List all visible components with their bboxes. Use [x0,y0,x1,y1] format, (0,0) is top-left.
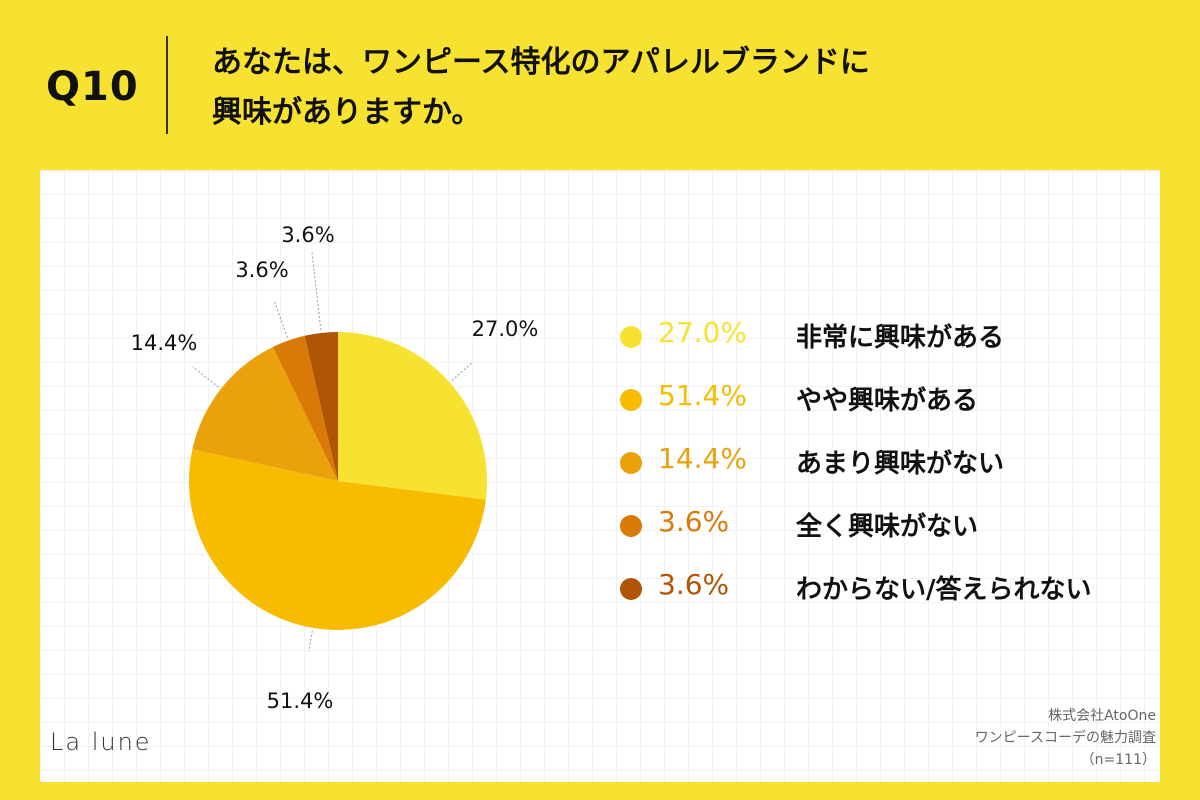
legend-label: 非常に興味がある [796,323,1005,353]
leader-line [274,300,288,338]
legend-label: やや興味がある [796,386,979,416]
pie-slice [304,332,338,481]
leader-line [192,366,219,388]
pie-data-label: 14.4% [131,331,198,355]
legend-swatch [620,578,642,600]
question-title-line2: 興味がありますか。 [212,95,482,130]
source-company: 株式会社AtoOne [1048,708,1156,724]
pie-data-label: 51.4% [267,689,334,713]
source-sample: （n=111） [1080,752,1156,768]
pie-slice [192,346,338,481]
pie-data-label: 3.6% [235,258,288,282]
pie-data-label: 27.0% [472,317,539,341]
question-number: Q10 [46,64,139,110]
leader-line [308,630,313,652]
legend-label: わからない/答えられない [796,575,1092,605]
question-title: あなたは、ワンピース特化のアパレルブランドに 興味がありますか。 [212,38,1172,138]
leader-line [311,251,322,331]
legend-percent: 3.6% [658,568,730,601]
legend-percent: 51.4% [658,379,747,412]
source-survey: ワンピースコーデの魅力調査 [974,730,1156,746]
legend-swatch [620,515,642,537]
brand-logo: La lune [50,728,152,756]
header: Q10 あなたは、ワンピース特化のアパレルブランドに 興味がありますか。 [0,0,1200,170]
legend-label: 全く興味がない [796,512,979,542]
leader-line [451,362,473,381]
legend-label: あまり興味がない [796,449,1005,479]
source-note: 株式会社AtoOne ワンピースコーデの魅力調査 （n=111） [975,705,1156,771]
legend-percent: 27.0% [658,316,747,349]
pie-slice [189,449,486,630]
pie-slice [338,332,487,500]
legend-swatch [620,389,642,411]
divider [166,36,168,134]
legend-swatch [620,452,642,474]
legend-percent: 14.4% [658,442,747,475]
pie-slice [272,335,338,481]
legend-swatch [620,326,642,348]
pie-data-label: 3.6% [281,223,334,247]
question-title-line1: あなたは、ワンピース特化のアパレルブランドに [212,45,870,80]
legend-percent: 3.6% [658,505,730,538]
